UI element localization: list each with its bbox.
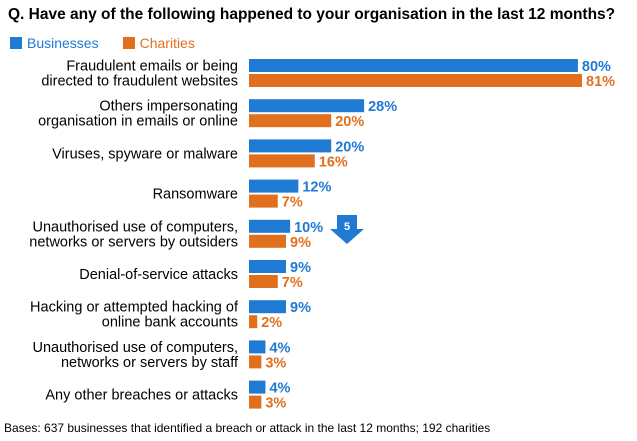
legend-item-charities: Charities: [122, 35, 195, 51]
bar-businesses-4: [249, 179, 299, 193]
value-label-charities-4: 7%: [282, 195, 303, 211]
category-label: Viruses, spyware or malware: [52, 146, 238, 162]
value-label-businesses-4: 12%: [302, 180, 331, 196]
bar-businesses-5: [249, 219, 291, 233]
legend-label-businesses: Businesses: [27, 35, 99, 51]
bar-businesses-3: [249, 139, 332, 153]
chart-title: Q. Have any of the following happened to…: [8, 6, 616, 23]
bar-charities-2: [249, 114, 332, 128]
value-label-businesses-6: 9%: [290, 260, 311, 276]
legend-swatch-charities: [122, 37, 135, 49]
value-label-charities-7: 2%: [261, 315, 282, 331]
value-label-charities-8: 3%: [265, 355, 286, 371]
bar-businesses-9: [249, 380, 266, 394]
footnote: Bases: 637 businesses that identified a …: [4, 421, 491, 435]
value-label-charities-5: 9%: [290, 235, 311, 251]
value-label-businesses-9: 4%: [269, 381, 290, 397]
bar-charities-6: [249, 275, 278, 288]
category-label: Others impersonating organisation in emai…: [38, 99, 238, 130]
value-label-charities-9: 3%: [265, 396, 286, 412]
category-label: Unauthorised use of computers, networks o…: [29, 219, 238, 250]
legend-item-businesses: Businesses: [10, 35, 99, 51]
bar-charities-1: [249, 74, 582, 87]
marker-label: 5: [344, 221, 350, 233]
bar-businesses-2: [249, 99, 365, 113]
category-label: Any other breaches or attacks: [45, 388, 238, 404]
category-label: Unauthorised use of computers, networks o…: [32, 340, 238, 371]
bar-businesses-8: [249, 340, 266, 354]
value-label-businesses-7: 9%: [290, 300, 311, 316]
legend-label-charities: Charities: [139, 35, 195, 51]
bar-businesses-1: [249, 59, 578, 72]
value-label-charities-6: 7%: [282, 275, 303, 291]
value-label-businesses-1: 80%: [582, 59, 611, 75]
category-label: Denial-of-service attacks: [79, 267, 238, 283]
value-label-charities-2: 20%: [335, 114, 364, 130]
legend-swatch-businesses: [10, 37, 22, 49]
down-arrow-icon: [330, 215, 364, 244]
category-label: Hacking or attempted hacking of online ba…: [30, 300, 239, 331]
value-label-charities-1: 81%: [586, 74, 615, 90]
category-label: Ransomware: [153, 187, 238, 203]
category-label: Fraudulent emails or being directed to fr…: [41, 59, 238, 90]
bar-charities-9: [249, 395, 262, 409]
bar-businesses-7: [249, 300, 286, 314]
bar-charities-8: [249, 355, 262, 369]
bar-charities-7: [249, 315, 258, 329]
value-label-businesses-3: 20%: [335, 139, 364, 155]
bar-charities-5: [249, 234, 286, 248]
bar-charities-3: [249, 154, 315, 168]
bar-charities-4: [249, 194, 278, 208]
value-label-businesses-5: 10%: [294, 220, 323, 236]
bar-businesses-6: [249, 260, 286, 273]
value-label-businesses-2: 28%: [368, 99, 397, 115]
value-label-businesses-8: 4%: [269, 340, 290, 356]
legend: Businesses Charities: [10, 35, 219, 51]
value-label-charities-3: 16%: [319, 154, 348, 170]
